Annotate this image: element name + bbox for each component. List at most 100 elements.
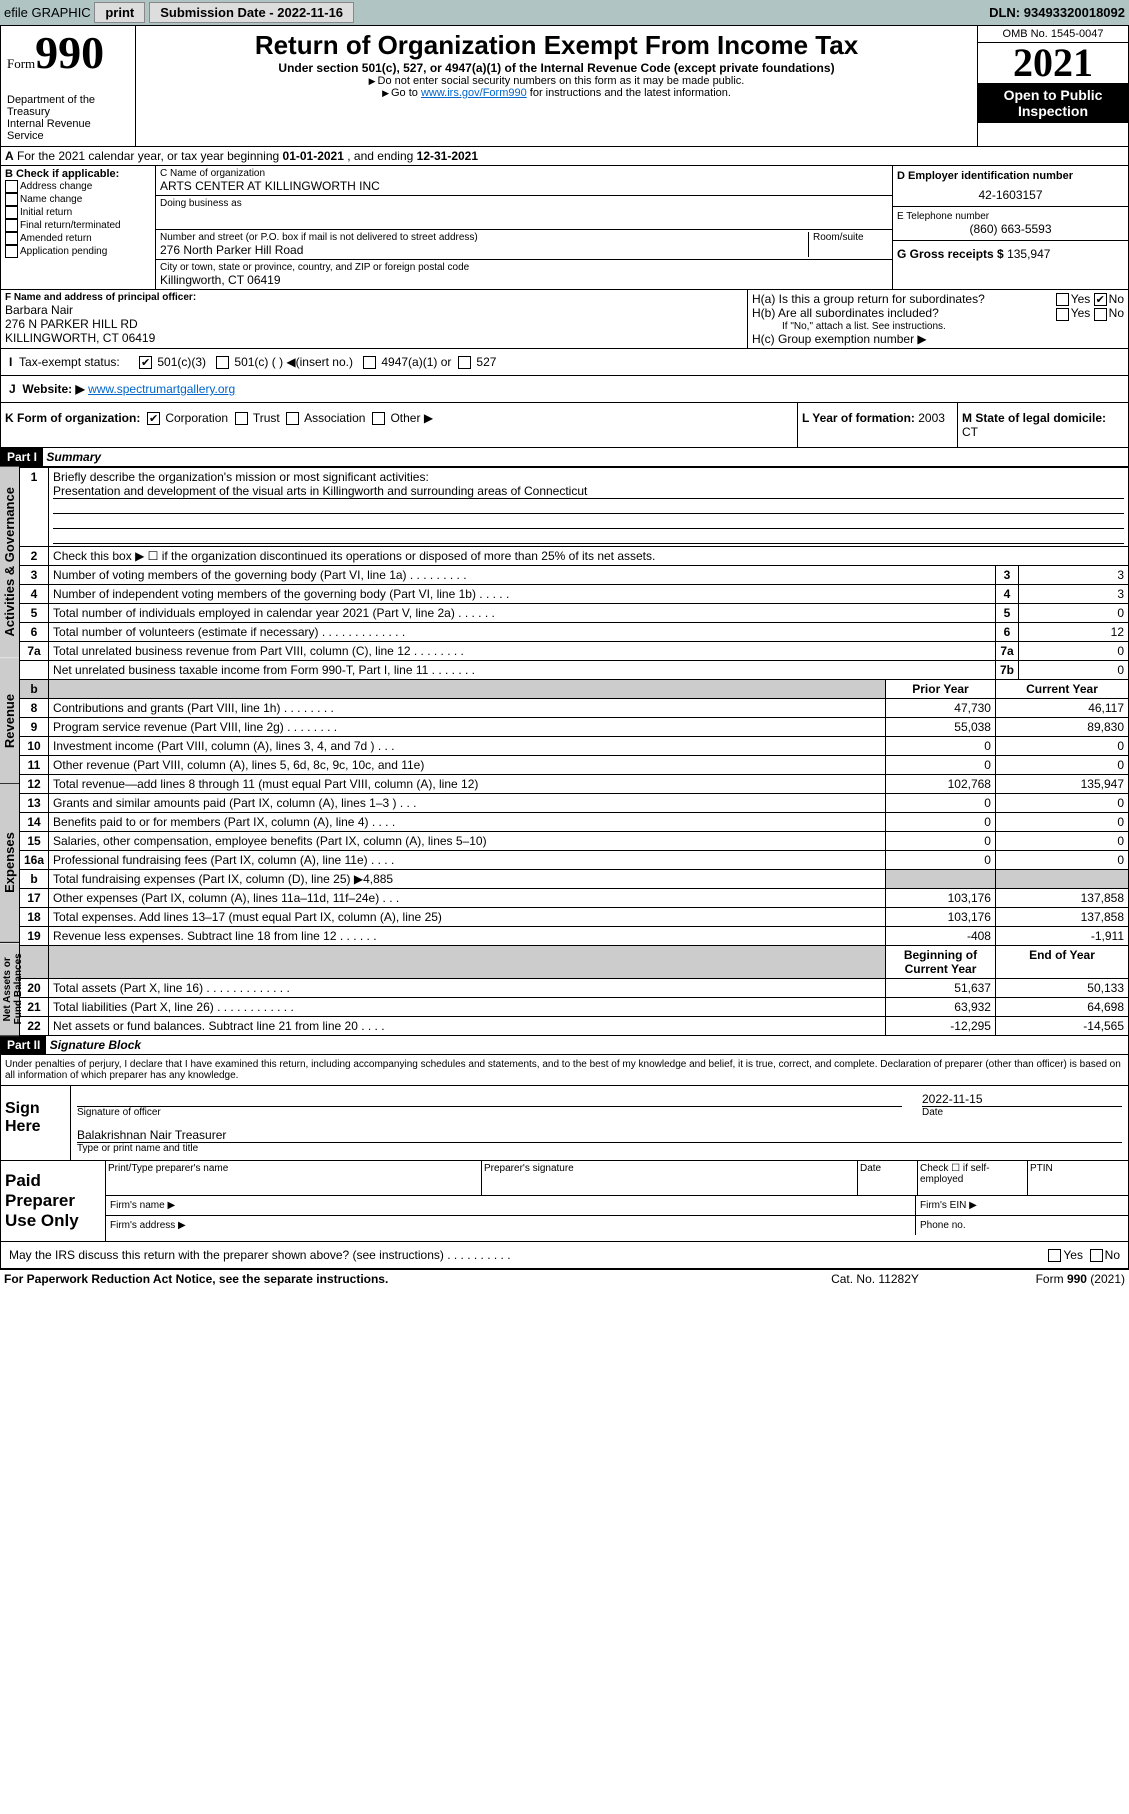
line-k-l-m: K Form of organization: Corporation Trus… <box>0 403 1129 448</box>
form-title: Return of Organization Exempt From Incom… <box>140 30 973 61</box>
line6: 12 <box>1019 622 1129 641</box>
line-j: J Website: ▶ www.spectrumartgallery.org <box>0 376 1129 403</box>
cb-501c3[interactable] <box>139 356 152 369</box>
line3: 3 <box>1019 565 1129 584</box>
addr-label: Number and street (or P.O. box if mail i… <box>160 232 808 243</box>
summary-data: 1Briefly describe the organization's mis… <box>19 467 1129 1036</box>
line15-cur: 0 <box>995 831 1128 850</box>
line18-cur: 137,858 <box>995 907 1128 926</box>
mission: Presentation and development of the visu… <box>53 484 1124 499</box>
line-a: A For the 2021 calendar year, or tax yea… <box>0 147 1129 166</box>
discuss-row: May the IRS discuss this return with the… <box>0 1242 1129 1269</box>
website-link[interactable]: www.spectrumartgallery.org <box>88 382 235 396</box>
hb-label: H(b) Are all subordinates included? <box>752 306 1056 320</box>
cb-app-pending[interactable] <box>5 245 18 258</box>
vlabel-exp: Expenses <box>0 784 19 943</box>
line9-prior: 55,038 <box>885 717 995 736</box>
form-ref: Form 990 (2021) <box>975 1272 1125 1286</box>
irs-label: Internal Revenue Service <box>7 118 129 142</box>
efile-label: efile GRAPHIC <box>4 5 91 20</box>
line9-cur: 89,830 <box>995 717 1128 736</box>
dln: DLN: 93493320018092 <box>989 5 1125 20</box>
sign-here: Sign Here 2022-11-15 Signature of office… <box>0 1086 1129 1161</box>
cb-501c[interactable] <box>216 356 229 369</box>
part2-header: Part II Signature Block <box>0 1036 1129 1055</box>
discuss-no[interactable] <box>1090 1249 1103 1262</box>
line14-cur: 0 <box>995 812 1128 831</box>
cb-final-return[interactable] <box>5 219 18 232</box>
line22-prior: -12,295 <box>885 1016 995 1035</box>
line11-cur: 0 <box>995 755 1128 774</box>
line12-prior: 102,768 <box>885 774 995 793</box>
officer-name: Barbara Nair <box>5 303 743 317</box>
dept-label: Department of the Treasury <box>7 94 129 118</box>
e-label: E Telephone number <box>897 211 1124 222</box>
f-label: F Name and address of principal officer: <box>5 292 196 303</box>
c-name-label: C Name of organization <box>160 168 888 179</box>
hb-note: If "No," attach a list. See instructions… <box>752 321 1124 332</box>
line8-prior: 47,730 <box>885 698 995 717</box>
line16a-prior: 0 <box>885 850 995 869</box>
ha-no[interactable] <box>1094 293 1107 306</box>
form-subtitle: Under section 501(c), 527, or 4947(a)(1)… <box>140 61 973 75</box>
line20-cur: 50,133 <box>995 978 1128 997</box>
hb-no[interactable] <box>1094 308 1107 321</box>
b-header: B Check if applicable: <box>5 168 119 180</box>
g-label: G Gross receipts $ <box>897 247 1007 261</box>
cb-amended[interactable] <box>5 232 18 245</box>
officer-printed: Balakrishnan Nair Treasurer <box>77 1128 1122 1143</box>
officer-addr1: 276 N PARKER HILL RD <box>5 317 743 331</box>
submission-date: Submission Date - 2022-11-16 <box>149 2 354 23</box>
street-address: 276 North Parker Hill Road <box>160 243 808 257</box>
cb-assoc[interactable] <box>286 412 299 425</box>
domicile-state: CT <box>962 425 978 439</box>
officer-addr2: KILLINGWORTH, CT 06419 <box>5 331 743 345</box>
part1-header: Part I Summary <box>0 448 1129 467</box>
line12-cur: 135,947 <box>995 774 1128 793</box>
gross-receipts: 135,947 <box>1007 247 1050 261</box>
cb-527[interactable] <box>458 356 471 369</box>
cb-trust[interactable] <box>235 412 248 425</box>
year-formation: 2003 <box>918 411 945 425</box>
line-i: I Tax-exempt status: 501(c)(3) 501(c) ( … <box>0 349 1129 376</box>
line13-cur: 0 <box>995 793 1128 812</box>
line15-prior: 0 <box>885 831 995 850</box>
cb-address-change[interactable] <box>5 180 18 193</box>
declaration: Under penalties of perjury, I declare th… <box>0 1055 1129 1086</box>
goto-note: Go to www.irs.gov/Form990 for instructio… <box>140 87 973 99</box>
line14-prior: 0 <box>885 812 995 831</box>
ssn-note: Do not enter social security numbers on … <box>140 75 973 87</box>
discuss-yes[interactable] <box>1048 1249 1061 1262</box>
footer: For Paperwork Reduction Act Notice, see … <box>0 1269 1129 1288</box>
vlabel-ag: Activities & Governance <box>0 467 19 658</box>
ha-yes[interactable] <box>1056 293 1069 306</box>
line5: 0 <box>1019 603 1129 622</box>
city-label: City or town, state or province, country… <box>160 262 888 273</box>
line21-prior: 63,932 <box>885 997 995 1016</box>
paid-preparer: Paid Preparer Use Only Print/Type prepar… <box>0 1161 1129 1242</box>
cb-4947[interactable] <box>363 356 376 369</box>
cb-name-change[interactable] <box>5 193 18 206</box>
room-label: Room/suite <box>808 232 888 257</box>
form-header: Form990 Department of the Treasury Inter… <box>0 25 1129 147</box>
open-inspection: Open to Public Inspection <box>978 83 1128 123</box>
section-b-to-g: B Check if applicable: Address change Na… <box>0 166 1129 290</box>
line11-prior: 0 <box>885 755 995 774</box>
line20-prior: 51,637 <box>885 978 995 997</box>
line19-prior: -408 <box>885 926 995 945</box>
city-state-zip: Killingworth, CT 06419 <box>160 273 888 287</box>
tax-year: 2021 <box>978 43 1128 83</box>
print-button[interactable]: print <box>94 2 145 23</box>
hc-label: H(c) Group exemption number ▶ <box>752 332 1124 346</box>
cb-corp[interactable] <box>147 412 160 425</box>
instructions-link[interactable]: www.irs.gov/Form990 <box>421 87 527 99</box>
cb-other[interactable] <box>372 412 385 425</box>
line17-prior: 103,176 <box>885 888 995 907</box>
line8-cur: 46,117 <box>995 698 1128 717</box>
cb-initial-return[interactable] <box>5 206 18 219</box>
line4: 3 <box>1019 584 1129 603</box>
hb-yes[interactable] <box>1056 308 1069 321</box>
line19-cur: -1,911 <box>995 926 1128 945</box>
line17-cur: 137,858 <box>995 888 1128 907</box>
top-bar: efile GRAPHIC print Submission Date - 20… <box>0 0 1129 25</box>
